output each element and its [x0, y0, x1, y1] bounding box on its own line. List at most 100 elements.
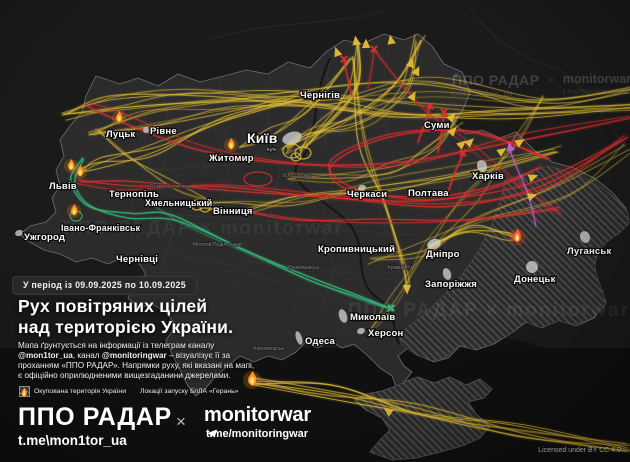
city-label: Кропивницький	[318, 244, 395, 255]
map-watermark: ППО РАДАР × monitorwar	[348, 300, 630, 321]
occupied-territory-east	[399, 165, 630, 362]
intercept-x-marker	[459, 149, 467, 157]
legend-launch-label: Локації запуску БпЛА «Герань»	[140, 388, 239, 395]
direction-arrow	[514, 139, 525, 148]
city-area-shape	[295, 331, 303, 345]
minor-place-label: Старокостянтинів	[150, 184, 191, 190]
city-label: Донецьк	[514, 274, 556, 285]
city-label: Одеса	[305, 336, 336, 347]
city-area-shape	[427, 238, 441, 250]
city-label: Миколаїв	[350, 312, 395, 323]
license-note: Licensed under BY CC 4.0	[538, 447, 621, 454]
page-title-line1: Рух повітряних цілей	[18, 296, 208, 316]
city-area-shape	[476, 160, 488, 172]
minor-place-label: Біла Церква	[283, 173, 312, 179]
direction-arrow	[526, 193, 538, 202]
direction-arrow	[411, 66, 420, 77]
launch-flame-icon	[64, 159, 78, 173]
city-label: Суми	[424, 120, 450, 131]
city-label: Черкаси	[347, 189, 387, 200]
city-label: Чернігів	[300, 90, 340, 101]
city-area-shape	[442, 268, 452, 280]
minor-place-label: Могилів-Подільський	[193, 241, 242, 248]
telegram-icon	[452, 72, 459, 78]
city-label: Київ	[247, 130, 278, 146]
description-line: є офіційно оприлюдненими вищезгаданини д…	[18, 371, 231, 380]
minor-place-label: Первомайськ	[288, 264, 320, 271]
direction-arrow	[447, 126, 457, 137]
legend: Окупована територія України Локації запу…	[19, 386, 252, 397]
intercept-x-marker	[370, 45, 378, 53]
city-area-shape	[358, 184, 366, 192]
city-label: Херсон	[368, 328, 404, 339]
direction-arrow	[456, 140, 467, 150]
city-label: Житомир	[208, 153, 254, 164]
page-title-line2: над територією України.	[18, 317, 234, 337]
telegram-icon	[207, 429, 217, 438]
intercept-x-marker	[340, 55, 348, 63]
direction-arrow	[405, 57, 414, 69]
minor-place-label: Кривий Ріг	[388, 264, 413, 271]
flame-icon	[21, 387, 27, 397]
city-label: Тернопіль	[109, 189, 159, 200]
city-area-shape	[338, 309, 348, 323]
city-label: Ужгород	[24, 232, 65, 243]
direction-arrow	[527, 174, 539, 183]
city-label: Запоріжжя	[425, 279, 477, 290]
intercept-x-marker	[440, 108, 448, 116]
launch-flame-icon	[112, 111, 126, 125]
date-range-badge: У період із 09.09.2025 по 10.09.2025	[12, 276, 197, 295]
direction-arrow	[506, 141, 515, 152]
city-label: Львів	[49, 181, 77, 192]
legend-occupied-label: Окупована територія України	[34, 388, 126, 395]
city-area-shape	[526, 261, 538, 273]
description: Мапа ґрунтується на інформації із телегр…	[18, 341, 254, 381]
city-label: Полтава	[408, 188, 449, 199]
city-sublabel: kyiv	[267, 147, 277, 153]
watermark-pvo-handle: t.me\mon1tor_ua	[452, 89, 513, 98]
loiter-loop	[290, 152, 302, 162]
loiter-loop	[190, 199, 204, 211]
description-line: @mon1tor_ua, канал @monitoringwar – візу…	[18, 351, 231, 360]
watermark-mw-title: monitorwar	[562, 72, 630, 86]
footer-mw-handle: t.me/monitoringwar	[206, 428, 309, 440]
description-line: проханням «ППО РАДАР». Напрямки руху, як…	[18, 361, 255, 370]
description-line: Мапа ґрунтується на інформації із телегр…	[18, 341, 215, 350]
watermark-separator: ×	[548, 75, 554, 85]
city-label: Івано-Франківськ	[61, 223, 141, 233]
footer-pvo-handle: t.me\mon1tor_ua	[18, 433, 127, 448]
direction-arrow	[464, 138, 474, 148]
minor-place-label: Чорноморськ	[253, 346, 285, 352]
intercept-x-marker	[387, 304, 395, 312]
city-label: Харків	[472, 171, 504, 182]
direction-arrow	[402, 284, 412, 295]
direction-arrow	[496, 147, 507, 157]
direction-arrow	[334, 46, 343, 58]
city-area-shape	[15, 229, 23, 237]
legend-item-launch: Локації запуску БпЛА «Герань»	[21, 387, 239, 397]
launch-flame-icon	[67, 204, 81, 218]
direction-arrow	[446, 112, 456, 123]
footer-separator: ×	[176, 412, 186, 431]
city-area-shape	[579, 231, 591, 243]
city-label: Дніпро	[426, 249, 460, 260]
launch-flame-icon	[242, 370, 262, 390]
watermark-mw-handle: t.me/monitoringwar	[452, 72, 630, 96]
direction-arrow	[361, 38, 371, 49]
intercept-x-marker	[426, 102, 434, 110]
footer-mw-title: monitorwar	[204, 404, 311, 426]
city-label: Луганськ	[567, 246, 611, 257]
loiter-loop	[243, 171, 273, 187]
footer-pvo-title: ППО РАДАР	[18, 403, 172, 431]
city-area-shape	[143, 127, 149, 133]
city-area-shape	[282, 131, 302, 145]
loiter-loop	[199, 203, 211, 213]
direction-arrow	[352, 35, 361, 46]
occupied-territory-crimea	[353, 376, 493, 461]
direction-arrow	[387, 34, 396, 45]
direction-arrow	[407, 91, 416, 102]
launch-flame-icon	[508, 228, 526, 246]
legend-item-occupied: Окупована територія України	[19, 386, 126, 397]
